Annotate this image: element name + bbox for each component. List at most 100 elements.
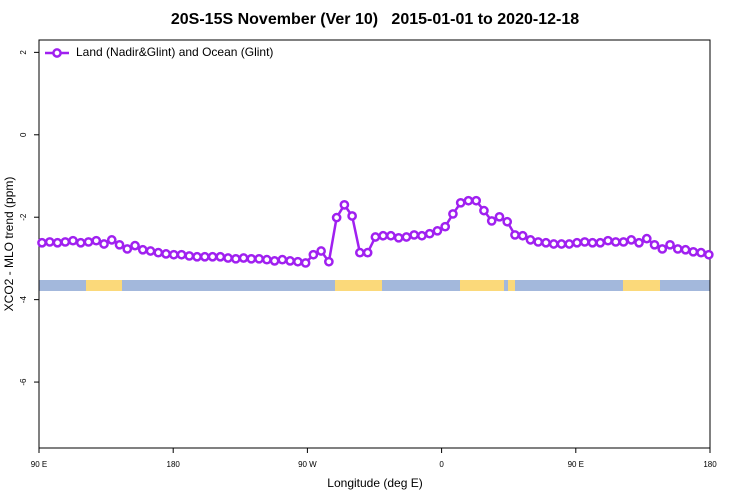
data-point	[525, 235, 536, 245]
data-point	[223, 253, 233, 263]
data-point	[362, 247, 373, 258]
data-point	[378, 230, 388, 241]
data-point	[176, 249, 187, 260]
data-point	[479, 205, 489, 216]
data-point	[657, 244, 668, 254]
data-point	[122, 244, 133, 254]
data-point	[448, 209, 458, 219]
data-point	[215, 251, 226, 262]
data-point	[37, 237, 47, 248]
data-point	[703, 249, 714, 260]
legend-marker	[52, 48, 62, 58]
data-point	[137, 244, 148, 255]
data-point	[572, 237, 582, 248]
y-tick-label: -2	[19, 213, 28, 221]
data-point	[261, 254, 272, 265]
data-point	[533, 237, 544, 247]
data-point	[168, 249, 179, 260]
data-point	[114, 239, 125, 250]
data-point	[293, 256, 303, 267]
data-point	[199, 251, 210, 262]
data-point	[386, 230, 396, 241]
data-point	[618, 237, 629, 247]
data-point	[83, 237, 94, 247]
data-point	[502, 216, 513, 227]
data-point	[300, 258, 311, 268]
data-point	[370, 232, 381, 242]
land-band	[335, 280, 382, 291]
data-point	[672, 244, 683, 254]
data-point	[541, 237, 551, 248]
data-point	[106, 235, 117, 245]
data-point	[393, 232, 404, 243]
data-point	[52, 237, 63, 248]
data-point	[641, 233, 652, 244]
data-point	[316, 246, 326, 256]
data-point	[230, 253, 241, 264]
data-point	[455, 197, 466, 208]
data-point	[432, 225, 443, 236]
y-tick-label: 0	[19, 132, 28, 137]
land-band	[623, 280, 660, 291]
data-point	[649, 239, 660, 250]
chart-title: 20S-15S November (Ver 10) 2015-01-01 to …	[171, 11, 579, 28]
y-tick-label: -6	[19, 378, 28, 386]
x-tick-label: 90 E	[31, 460, 47, 469]
x-tick-label: 90 W	[298, 460, 317, 469]
data-point	[184, 251, 195, 261]
data-point	[153, 247, 164, 258]
data-point	[91, 235, 102, 246]
data-point	[696, 247, 706, 258]
x-axis-label: Longitude (deg E)	[327, 476, 422, 490]
data-point	[548, 239, 559, 249]
land-band	[460, 280, 504, 291]
data-point	[556, 239, 567, 249]
data-point	[587, 237, 598, 248]
y-axis-label: XCO2 - MLO trend (ppm)	[2, 177, 16, 312]
data-point	[269, 256, 280, 266]
x-tick-label: 180	[703, 460, 717, 469]
data-point	[409, 230, 420, 240]
data-point	[471, 195, 482, 206]
data-point	[626, 235, 637, 245]
data-point	[355, 247, 365, 258]
data-point	[440, 221, 451, 232]
data-point	[145, 246, 156, 256]
data-point	[130, 240, 140, 251]
data-point	[463, 195, 474, 206]
data-point	[424, 228, 435, 239]
data-point	[486, 216, 497, 226]
data-point	[285, 256, 295, 266]
data-point	[610, 237, 621, 247]
y-tick-label: 2	[19, 50, 28, 55]
data-point	[634, 237, 644, 248]
legend-label: Land (Nadir&Glint) and Ocean (Glint)	[76, 45, 273, 59]
data-point	[564, 239, 575, 249]
data-point	[579, 237, 590, 247]
data-point	[207, 251, 218, 262]
data-point	[510, 230, 520, 240]
data-point	[595, 237, 606, 248]
land-ocean-strip	[39, 280, 710, 291]
data-point	[99, 239, 109, 249]
data-point	[517, 230, 528, 241]
x-tick-label: 0	[439, 460, 444, 469]
data-point	[331, 212, 342, 223]
data-point	[192, 251, 202, 262]
data-point	[44, 237, 55, 247]
data-point	[277, 254, 288, 265]
data-point	[238, 253, 249, 263]
data-point	[254, 253, 264, 264]
x-tick-label: 180	[167, 460, 181, 469]
data-point	[494, 211, 505, 222]
data-point	[161, 249, 171, 259]
data-point	[401, 232, 412, 242]
data-point	[339, 199, 350, 210]
data-point	[308, 249, 319, 260]
x-tick-label: 90 E	[568, 460, 584, 469]
data-point	[417, 230, 427, 241]
data-point	[246, 253, 257, 264]
data-point	[324, 256, 334, 267]
